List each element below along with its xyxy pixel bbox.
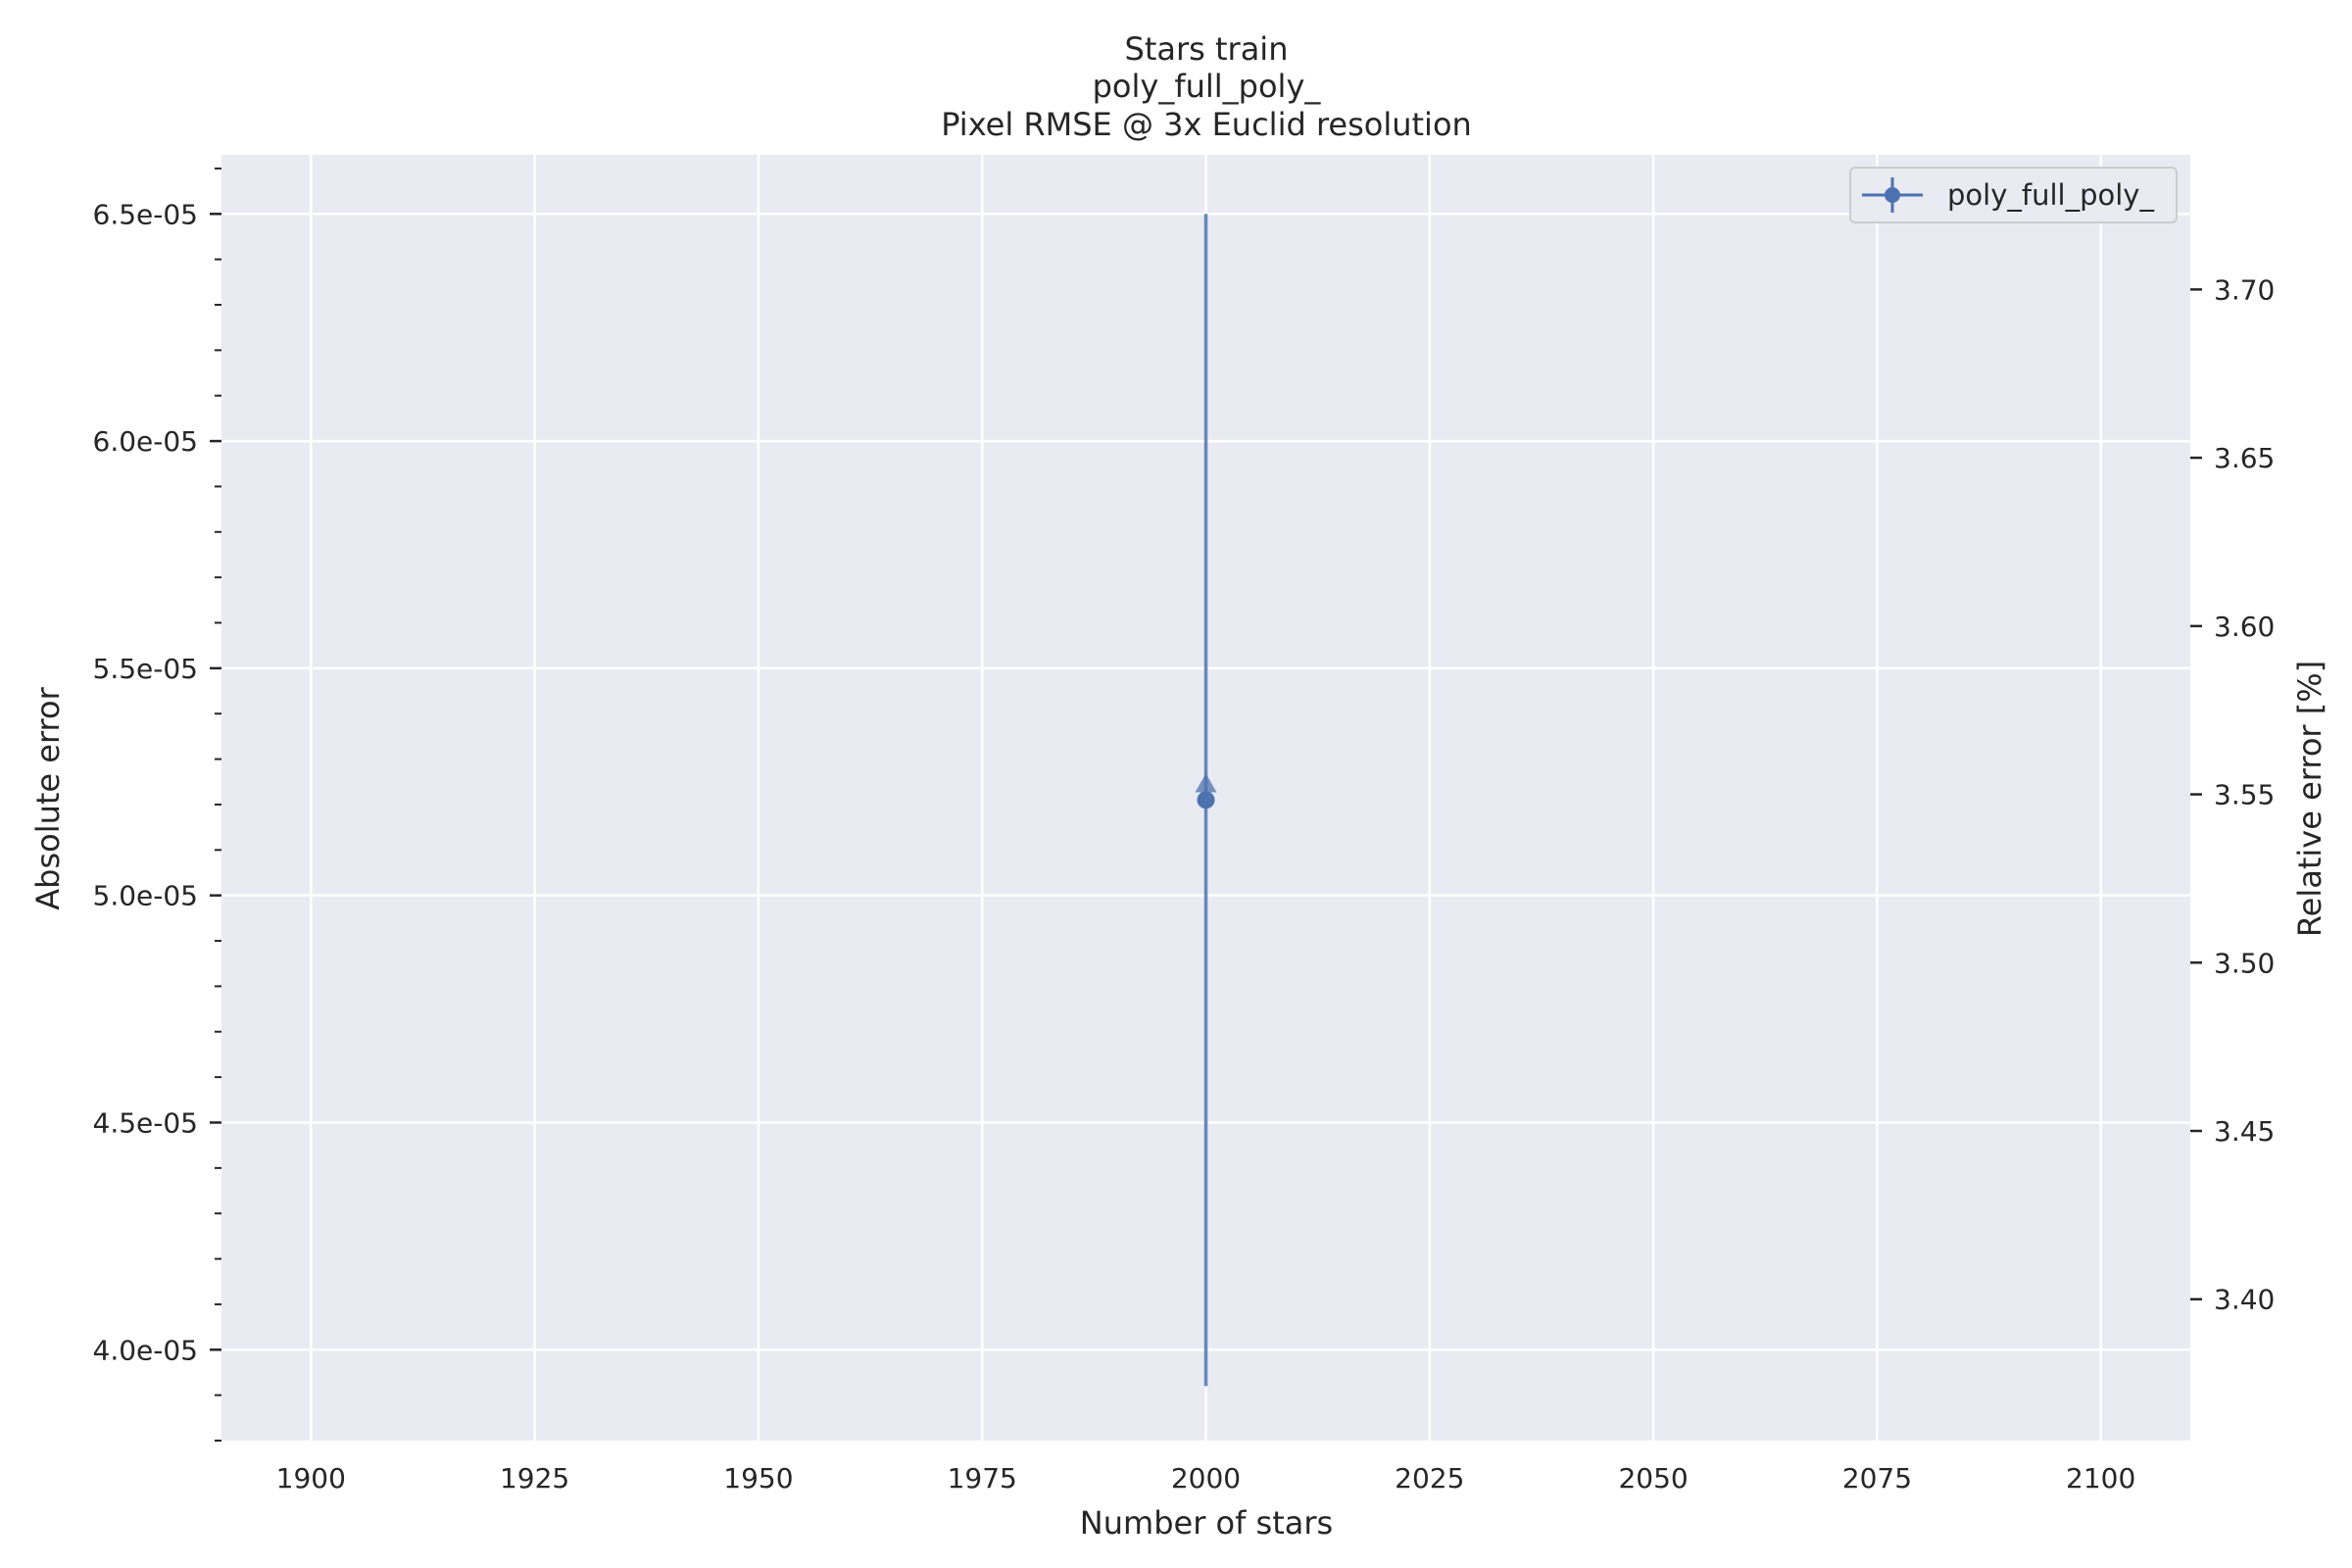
- x-tick-label: 2025: [1395, 1462, 1464, 1494]
- right-y-tick-label: 3.65: [2214, 442, 2275, 474]
- right-y-axis: 3.40 3.45 3.50 3.55 3.60 3.65 3.70: [2190, 273, 2275, 1316]
- right-y-axis-label: Relative error [%]: [2291, 661, 2328, 937]
- right-y-tick-label: 3.70: [2214, 273, 2275, 306]
- x-tick-label: 2075: [1842, 1462, 1912, 1494]
- data-point-triangle: [1195, 773, 1217, 793]
- legend-frame: [1849, 167, 2178, 223]
- x-tick-label: 1925: [500, 1462, 569, 1494]
- x-tick-label: 2000: [1171, 1462, 1241, 1494]
- left-y-axis: 4.0e-05 4.5e-05 5.0e-05 5.5e-05 6.0e-05 6.5e-…: [93, 167, 221, 1442]
- y-tick-label: 5.5e-05: [93, 653, 199, 685]
- x-tick-label: 2050: [1618, 1462, 1688, 1494]
- chart-title: Stars train poly_full_poly_ Pixel RMSE @…: [941, 30, 1472, 143]
- right-y-tick-label: 3.50: [2214, 947, 2275, 979]
- right-y-tick-label: 3.55: [2214, 779, 2275, 811]
- title-line-1: Stars train: [1125, 30, 1289, 68]
- legend-entry-label: poly_full_poly_: [1947, 178, 2154, 212]
- title-line-3: Pixel RMSE @ 3x Euclid resolution: [941, 106, 1472, 143]
- right-y-tick-label: 3.60: [2214, 611, 2275, 643]
- y-tick-label: 4.5e-05: [93, 1106, 199, 1139]
- x-axis-label: Number of stars: [1080, 1504, 1333, 1542]
- y-tick-label: 6.0e-05: [93, 425, 199, 458]
- y-tick-label: 5.0e-05: [93, 880, 199, 912]
- data-point-circle: [1197, 791, 1215, 809]
- x-tick-label: 1950: [723, 1462, 793, 1494]
- x-axis: 1900 1925 1950 1975 2000 2025 2050 2075 2100: [276, 1462, 2136, 1494]
- right-y-tick-label: 3.40: [2214, 1284, 2275, 1316]
- y-tick-label: 4.0e-05: [93, 1334, 199, 1366]
- y-tick-label: 6.5e-05: [93, 198, 199, 230]
- x-tick-label: 1975: [948, 1462, 1017, 1494]
- title-line-2: poly_full_poly_: [1093, 68, 1322, 105]
- legend: poly_full_poly_: [1849, 167, 2178, 223]
- data-series: [1195, 214, 1217, 1387]
- right-y-tick-label: 3.45: [2214, 1115, 2275, 1148]
- x-tick-label: 2100: [2066, 1462, 2135, 1494]
- x-tick-label: 1900: [276, 1462, 346, 1494]
- y-axis-label: Absolute error: [29, 686, 67, 909]
- legend-marker-circle-icon: [1885, 187, 1900, 203]
